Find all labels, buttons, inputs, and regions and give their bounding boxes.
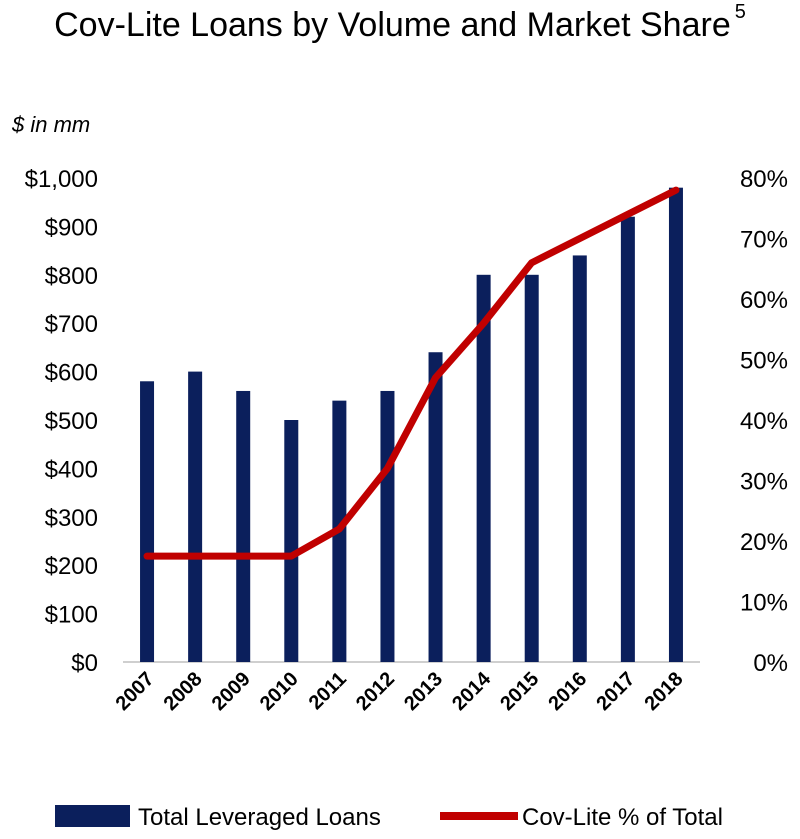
left-axis-ticks: $0 $100 $200 $300 $400 $500 $600 $700 $800 $900 $1… <box>25 166 98 677</box>
bar-2010 <box>284 420 299 662</box>
x-tick-label: 2012 <box>352 668 399 715</box>
x-tick-label: 2011 <box>305 668 351 714</box>
bar-2008 <box>188 371 203 662</box>
x-tick-label: 2017 <box>592 668 639 715</box>
line-point-2013 <box>435 377 437 379</box>
left-tick-label: $100 <box>45 602 98 629</box>
x-tick-label: 2009 <box>208 668 255 715</box>
bar-2009 <box>236 390 251 662</box>
bar-2012 <box>380 390 395 662</box>
x-tick-label: 2015 <box>496 668 543 715</box>
line-point-2011 <box>338 528 340 530</box>
left-tick-label: $0 <box>71 650 98 677</box>
line-point-2012 <box>386 467 388 469</box>
x-tick-label: 2013 <box>400 668 447 715</box>
left-tick-label: $300 <box>45 505 98 532</box>
right-tick-label: 80% <box>740 166 788 193</box>
x-tick-label: 2008 <box>160 668 207 715</box>
legend-label-bars: Total Leveraged Loans <box>138 804 381 831</box>
right-tick-label: 40% <box>740 408 788 435</box>
line-point-2016 <box>579 238 581 239</box>
x-tick-label: 2014 <box>448 667 496 715</box>
left-tick-label: $400 <box>45 456 98 483</box>
right-tick-label: 20% <box>740 529 788 556</box>
line-point-2007 <box>146 555 148 557</box>
x-tick-label: 2010 <box>256 668 303 715</box>
x-axis-labels: 2007 2008 2009 2010 2011 2012 2013 2014 2015 2016… <box>112 667 688 715</box>
legend: Total Leveraged Loans Cov-Lite % of Tota… <box>55 804 723 831</box>
right-tick-label: 10% <box>740 590 788 617</box>
left-tick-label: $800 <box>45 263 98 290</box>
title-footnote: 5 <box>734 0 746 23</box>
right-axis-ticks: 0% 10% 20% 30% 40% 50% 60% 70% 80% <box>740 166 788 677</box>
left-tick-label: $1,000 <box>25 166 98 193</box>
bar-2013 <box>428 352 443 662</box>
unit-label: $ in mm <box>12 112 91 137</box>
chart-title: Cov-Lite Loans by Volume and Market Shar… <box>54 0 746 44</box>
x-tick-label: 2016 <box>544 668 591 715</box>
right-tick-label: 30% <box>740 469 788 496</box>
right-tick-label: 0% <box>753 650 788 677</box>
right-tick-label: 70% <box>740 227 788 254</box>
bar-2015 <box>524 274 539 662</box>
line-series <box>143 186 680 560</box>
bar-2017 <box>620 216 635 662</box>
bar-2016 <box>572 255 587 662</box>
line-point-2010 <box>290 555 292 557</box>
x-tick-label: 2018 <box>640 668 687 715</box>
line-point-2015 <box>531 262 533 264</box>
line-point-2017 <box>627 213 629 215</box>
left-tick-label: $600 <box>45 360 98 387</box>
line-point-2014 <box>483 322 485 324</box>
left-tick-label: $900 <box>45 214 98 241</box>
left-tick-label: $500 <box>45 408 98 435</box>
legend-label-line: Cov-Lite % of Total <box>522 804 723 831</box>
x-tick-label: 2007 <box>112 668 159 715</box>
left-tick-label: $700 <box>45 311 98 338</box>
bar-2014 <box>476 274 491 662</box>
legend-swatch-bars <box>55 805 130 827</box>
right-tick-label: 50% <box>740 348 788 375</box>
bar-2018 <box>668 187 683 662</box>
bar-series <box>140 187 683 662</box>
line-point-2009 <box>242 555 244 557</box>
line-point-2018 <box>675 189 677 191</box>
left-tick-label: $200 <box>45 553 98 580</box>
bar-2007 <box>140 381 155 662</box>
line-point-2008 <box>194 555 196 557</box>
right-tick-label: 60% <box>740 287 788 314</box>
cov-lite-line <box>143 186 680 560</box>
